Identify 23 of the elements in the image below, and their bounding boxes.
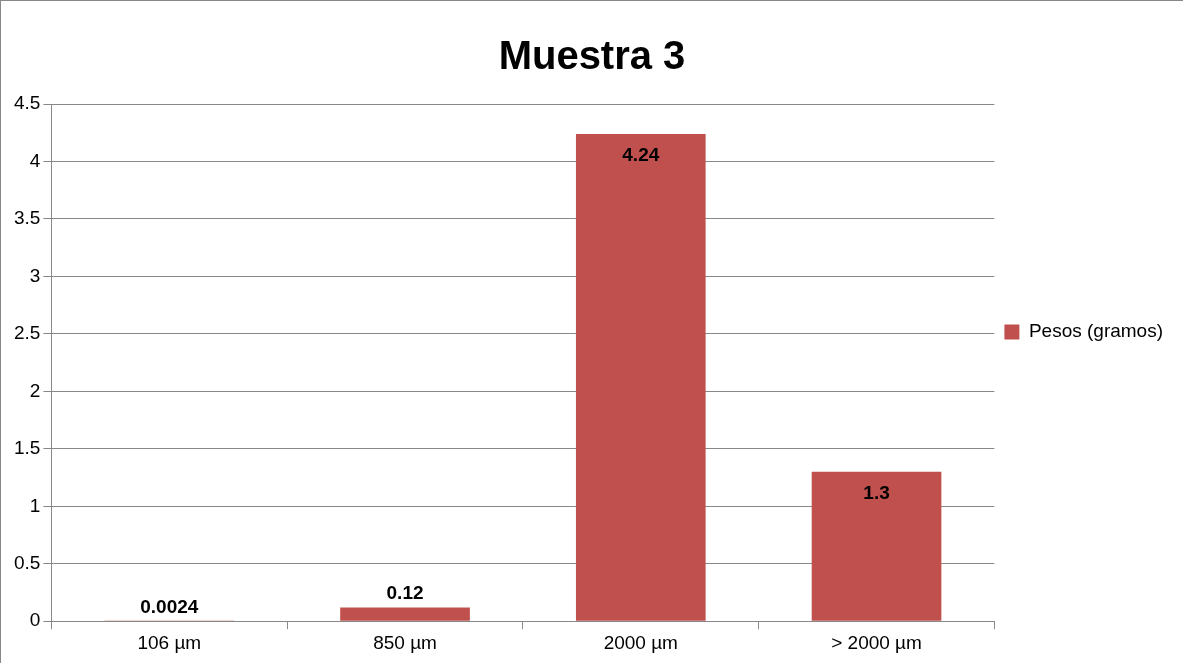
bar	[811, 471, 942, 621]
data-label: 0.12	[386, 582, 424, 604]
x-tick-label: 106 µm	[137, 631, 202, 653]
data-label: 0.0024	[140, 595, 199, 617]
data-label: 4.24	[622, 143, 660, 165]
bar	[575, 133, 706, 621]
y-tick-label: 1.5	[13, 437, 41, 459]
chart-title: Muestra 3	[498, 33, 686, 78]
data-label: 1.3	[863, 481, 890, 503]
y-tick-label: 3	[29, 264, 41, 286]
x-tick-label: > 2000 µm	[831, 631, 922, 653]
y-tick-label: 3.5	[13, 207, 41, 229]
legend-label: Pesos (gramos)	[1028, 320, 1164, 342]
y-tick-label: 4	[29, 149, 41, 171]
x-tick-label: 2000 µm	[603, 631, 678, 653]
y-tick-label: 0	[29, 609, 41, 631]
y-tick-label: 2	[29, 379, 41, 401]
y-tick-label: 2.5	[13, 322, 41, 344]
y-tick-label: 0.5	[13, 551, 41, 573]
y-tick-label: 1	[29, 494, 41, 516]
y-tick-label: 4.5	[13, 92, 41, 114]
x-tick-label: 850 µm	[373, 631, 437, 653]
bar	[340, 607, 470, 621]
